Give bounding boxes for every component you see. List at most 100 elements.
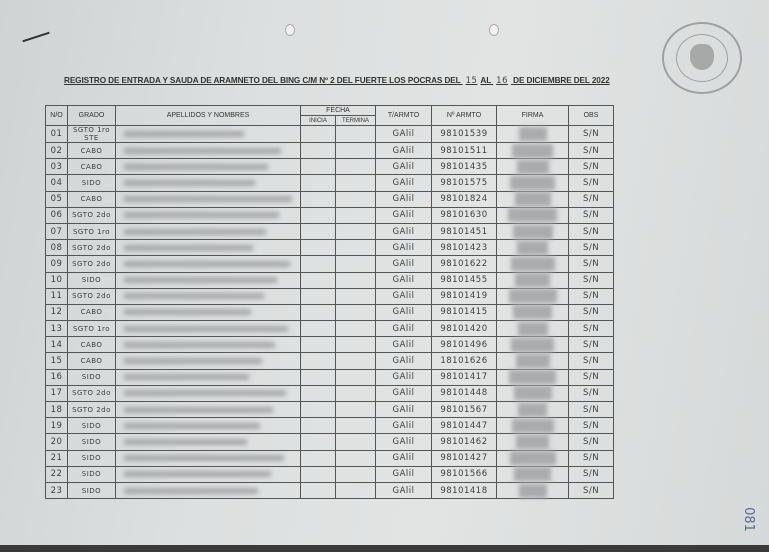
row-numero: 98101418 [431, 481, 497, 500]
row-name-redacted [115, 417, 301, 435]
row-obs: S/N [568, 206, 614, 224]
table-row: 03 CABO GAlil 98101435 S/N [45, 158, 614, 176]
row-grado: SIDO [67, 271, 116, 289]
row-tipo: GAlil [375, 481, 432, 500]
row-firma-redacted [496, 352, 569, 370]
row-inicia [300, 449, 336, 467]
row-name-redacted [115, 465, 301, 483]
table-row: 13 SGTO 1ro GAlil 98101420 S/N [45, 320, 614, 338]
redacted-name [124, 163, 268, 170]
row-firma-redacted [496, 174, 569, 192]
row-firma-redacted [496, 368, 569, 386]
row-tipo: GAlil [375, 320, 432, 338]
row-numero: 18101626 [431, 352, 497, 370]
redacted-name [124, 406, 273, 413]
row-termina [335, 239, 376, 257]
row-name-redacted [115, 206, 301, 224]
row-tipo: GAlil [375, 271, 432, 289]
redacted-name [124, 471, 271, 478]
row-firma-redacted [496, 320, 569, 338]
row-inicia [300, 368, 336, 386]
row-obs: S/N [568, 190, 614, 208]
redacted-signature [516, 159, 549, 174]
row-number: 09 [45, 255, 68, 273]
row-name-redacted [115, 352, 301, 370]
row-number: 07 [45, 222, 68, 241]
row-firma-redacted [496, 271, 569, 289]
row-name-redacted [115, 190, 301, 208]
row-numero: 98101511 [431, 141, 497, 160]
row-grado: CABO [67, 303, 116, 322]
redacted-signature [510, 256, 555, 271]
row-inicia [300, 125, 336, 143]
redacted-signature [511, 337, 554, 352]
row-numero: 98101622 [431, 255, 497, 273]
document-title: REGISTRO DE ENTRADA Y SAUDA DE ARAMNETO … [64, 76, 610, 86]
row-firma-redacted [496, 239, 569, 257]
header-inicia: INICIA [300, 115, 336, 126]
row-tipo: GAlil [375, 384, 432, 403]
row-grado: CABO [67, 190, 116, 208]
redacted-signature [511, 418, 554, 433]
row-name-redacted [115, 320, 301, 338]
row-name-redacted [115, 239, 301, 257]
row-obs: S/N [568, 352, 614, 370]
row-numero: 98101451 [431, 222, 497, 241]
row-numero: 98101435 [431, 158, 497, 176]
redacted-name [124, 455, 284, 462]
row-obs: S/N [568, 400, 614, 419]
row-grado: CABO [67, 158, 116, 176]
row-tipo: GAlil [375, 433, 432, 451]
row-termina [335, 368, 376, 386]
row-termina [335, 174, 376, 192]
redacted-name [124, 438, 247, 445]
redacted-signature [513, 386, 552, 401]
row-firma-redacted [496, 158, 569, 176]
row-inicia [300, 352, 336, 370]
row-name-redacted [115, 287, 301, 305]
row-name-redacted [115, 255, 301, 273]
row-numero: 98101415 [431, 303, 497, 322]
redacted-name [124, 196, 292, 203]
row-grado: SGTO 2do [67, 239, 116, 257]
row-number: 01 [45, 125, 68, 143]
row-numero: 98101417 [431, 368, 497, 386]
row-termina [335, 222, 376, 241]
row-inicia [300, 271, 336, 289]
pen-mark [22, 31, 50, 43]
redacted-signature [508, 289, 557, 304]
row-name-redacted [115, 368, 301, 386]
table-row: 05 CABO GAlil 98101824 S/N [45, 190, 614, 208]
table-row: 22 SIDO GAlil 98101566 S/N [45, 465, 614, 483]
row-obs: S/N [568, 417, 614, 435]
row-numero: 98101539 [431, 125, 497, 143]
redacted-name [124, 374, 249, 381]
table-row: 01 SGTO 1ro STE GAlil 98101539 S/N [45, 125, 614, 143]
table-row: 20 SIDO GAlil 98101462 S/N [45, 433, 614, 451]
redacted-name [124, 147, 281, 154]
row-numero: 98101462 [431, 433, 497, 451]
row-termina [335, 320, 376, 338]
row-number: 14 [45, 336, 68, 354]
table-row: 06 SGTO 2do GAlil 98101630 S/N [45, 206, 614, 224]
row-grado: SIDO [67, 368, 116, 386]
row-tipo: GAlil [375, 287, 432, 305]
row-grado: CABO [67, 141, 116, 160]
header-no: N/O [45, 105, 68, 126]
redacted-name [124, 244, 253, 251]
row-termina [335, 400, 376, 419]
register-table: N/O GRADO APELLIDOS Y NOMBRES FECHA T/AR… [45, 105, 614, 500]
row-firma-redacted [496, 190, 569, 208]
row-number: 04 [45, 174, 68, 192]
redacted-signature [518, 402, 547, 417]
row-name-redacted [115, 303, 301, 322]
row-numero: 98101566 [431, 465, 497, 483]
redacted-signature [512, 143, 553, 158]
row-tipo: GAlil [375, 336, 432, 354]
row-name-redacted [115, 481, 301, 500]
row-tipo: GAlil [375, 417, 432, 435]
table-row: 09 SGTO 2do GAlil 98101622 S/N [45, 255, 614, 273]
row-name-redacted [115, 433, 301, 451]
row-inicia [300, 481, 336, 500]
